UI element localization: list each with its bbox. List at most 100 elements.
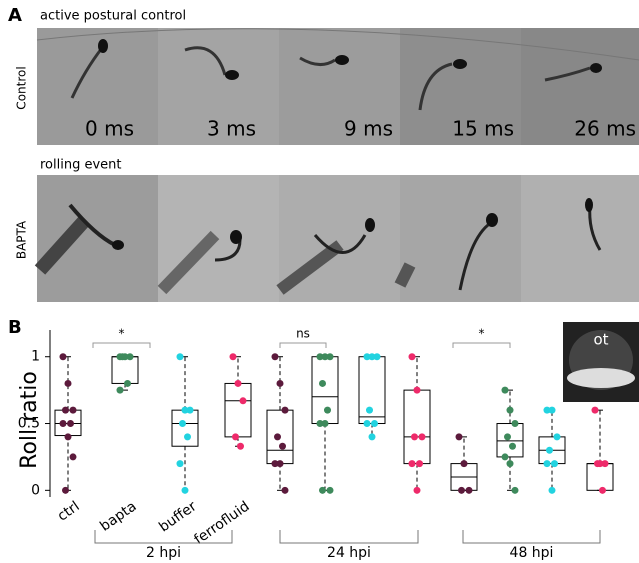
data-point bbox=[544, 460, 551, 467]
data-point bbox=[602, 460, 609, 467]
data-point bbox=[594, 460, 601, 467]
data-point bbox=[70, 407, 77, 414]
data-point bbox=[502, 453, 509, 460]
data-point bbox=[65, 380, 72, 387]
data-point bbox=[60, 353, 67, 360]
y-tick-label: 0.5 bbox=[18, 416, 40, 432]
data-point bbox=[507, 460, 514, 467]
box bbox=[312, 357, 338, 424]
box bbox=[112, 357, 138, 384]
box bbox=[587, 464, 613, 491]
data-point bbox=[512, 420, 519, 427]
box bbox=[172, 410, 198, 446]
data-point bbox=[240, 397, 247, 404]
group-bracket bbox=[280, 530, 418, 543]
image-row bbox=[37, 175, 639, 302]
data-point bbox=[272, 353, 279, 360]
significance-label: * bbox=[479, 327, 485, 341]
data-point bbox=[371, 420, 378, 427]
data-point bbox=[507, 407, 514, 414]
significance-label: ns bbox=[296, 327, 310, 341]
y-tick-label: 0 bbox=[31, 482, 40, 498]
data-point bbox=[62, 487, 69, 494]
data-point bbox=[322, 420, 329, 427]
data-point bbox=[237, 443, 244, 450]
data-point bbox=[369, 433, 376, 440]
data-point bbox=[327, 487, 334, 494]
data-point bbox=[551, 460, 558, 467]
group-label: 48 hpi bbox=[510, 545, 554, 561]
x-tick-label: ctrl bbox=[55, 498, 83, 524]
data-point bbox=[366, 407, 373, 414]
data-point bbox=[549, 487, 556, 494]
data-point bbox=[419, 433, 426, 440]
data-point bbox=[235, 380, 242, 387]
data-point bbox=[364, 420, 371, 427]
data-point bbox=[70, 453, 77, 460]
y-tick-label: 1 bbox=[31, 349, 40, 365]
data-point bbox=[117, 387, 124, 394]
data-point bbox=[124, 380, 131, 387]
x-tick-label: bapta bbox=[97, 498, 139, 534]
data-point bbox=[411, 433, 418, 440]
data-point bbox=[509, 443, 516, 450]
data-point bbox=[414, 487, 421, 494]
data-point bbox=[277, 380, 284, 387]
data-point bbox=[65, 433, 72, 440]
x-tick-label: buffer bbox=[156, 498, 200, 535]
data-point bbox=[230, 353, 237, 360]
box bbox=[359, 357, 385, 424]
data-point bbox=[177, 353, 184, 360]
significance-label: * bbox=[119, 327, 125, 341]
data-point bbox=[119, 353, 126, 360]
data-point bbox=[282, 487, 289, 494]
data-point bbox=[409, 353, 416, 360]
data-point bbox=[182, 487, 189, 494]
time-label: 9 ms bbox=[344, 117, 393, 141]
data-point bbox=[277, 460, 284, 467]
significance-bracket bbox=[93, 343, 150, 348]
time-label: 0 ms bbox=[85, 117, 134, 141]
significance-bracket bbox=[280, 343, 326, 348]
data-point bbox=[546, 447, 553, 454]
data-point bbox=[466, 487, 473, 494]
data-point bbox=[502, 387, 509, 394]
data-point bbox=[282, 407, 289, 414]
data-point bbox=[549, 407, 556, 414]
box bbox=[404, 390, 430, 463]
time-label: 15 ms bbox=[452, 117, 514, 141]
data-point bbox=[327, 353, 334, 360]
row-title: rolling event bbox=[40, 158, 122, 173]
data-point bbox=[554, 433, 561, 440]
data-point bbox=[414, 387, 421, 394]
time-label: 26 ms bbox=[574, 117, 636, 141]
data-point bbox=[504, 433, 511, 440]
data-point bbox=[184, 433, 191, 440]
group-label: 2 hpi bbox=[146, 545, 181, 561]
data-point bbox=[127, 353, 134, 360]
data-point bbox=[319, 380, 326, 387]
condition-label: BAPTA bbox=[15, 220, 29, 259]
data-point bbox=[458, 487, 465, 494]
row-title: active postural control bbox=[40, 9, 186, 24]
data-point bbox=[374, 353, 381, 360]
data-point bbox=[274, 433, 281, 440]
data-point bbox=[67, 420, 74, 427]
figure: A active postural control rolling event … bbox=[0, 0, 639, 563]
box bbox=[497, 424, 523, 457]
data-point bbox=[592, 407, 599, 414]
data-point bbox=[319, 487, 326, 494]
data-point bbox=[512, 487, 519, 494]
box bbox=[225, 383, 251, 436]
group-label: 24 hpi bbox=[327, 545, 371, 561]
x-tick-label: ferrofluid bbox=[191, 498, 252, 548]
inset-label: ot bbox=[593, 331, 608, 349]
group-bracket bbox=[463, 530, 600, 543]
panel-label: A bbox=[8, 5, 22, 26]
panel-label: B bbox=[8, 317, 22, 338]
time-label: 3 ms bbox=[207, 117, 256, 141]
data-point bbox=[409, 460, 416, 467]
data-point bbox=[416, 460, 423, 467]
data-point bbox=[599, 487, 606, 494]
data-point bbox=[232, 433, 239, 440]
